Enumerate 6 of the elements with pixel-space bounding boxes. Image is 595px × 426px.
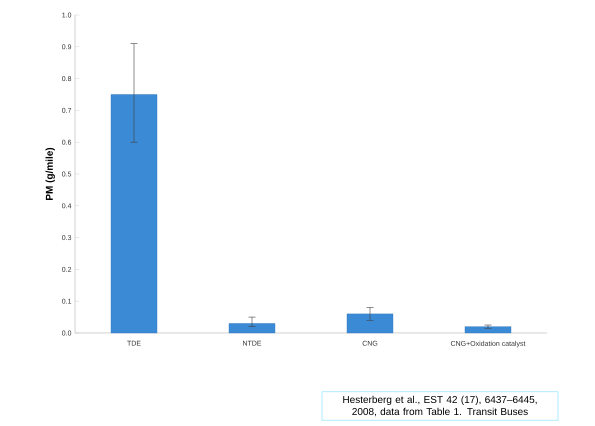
- bar: [228, 323, 276, 334]
- text: Hesterberg et al., EST 42 (17), 6437–6445, 2008, data from Table 1. Transit Buses: [343, 396, 537, 416]
- bar: [110, 94, 158, 334]
- bar: [346, 314, 394, 334]
- bar: [464, 326, 512, 334]
- y-axis-title: PM (g/mile): [46, 148, 55, 200]
